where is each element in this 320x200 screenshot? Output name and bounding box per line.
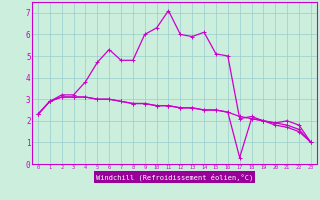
X-axis label: Windchill (Refroidissement éolien,°C): Windchill (Refroidissement éolien,°C) [96, 173, 253, 181]
